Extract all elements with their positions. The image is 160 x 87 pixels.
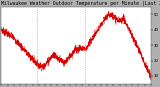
Text: Milwaukee Weather Outdoor Temperature per Minute (Last 24 Hours): Milwaukee Weather Outdoor Temperature pe… — [1, 1, 160, 6]
